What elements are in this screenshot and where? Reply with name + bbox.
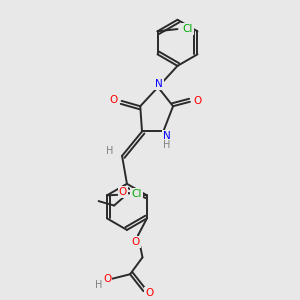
Text: O: O <box>146 288 154 298</box>
Text: H: H <box>106 146 113 156</box>
Text: H: H <box>95 280 103 290</box>
Text: O: O <box>103 274 111 284</box>
Text: O: O <box>119 187 127 197</box>
Text: H: H <box>163 140 170 150</box>
Text: O: O <box>194 96 202 106</box>
Text: N: N <box>163 131 171 141</box>
Text: N: N <box>155 79 163 89</box>
Text: O: O <box>132 237 140 247</box>
Text: Cl: Cl <box>131 189 141 200</box>
Text: O: O <box>110 95 118 105</box>
Text: Cl: Cl <box>182 24 192 34</box>
